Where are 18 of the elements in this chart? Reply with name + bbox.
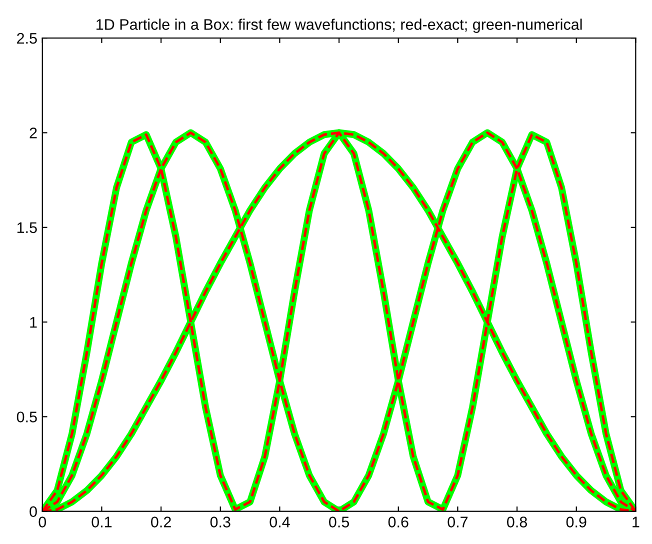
x-tick-label: 0.9: [566, 516, 586, 528]
y-tick-label: 2.5: [17, 32, 37, 44]
x-tick-label: 0.5: [329, 516, 350, 528]
x-tick-label: 0.1: [92, 516, 112, 528]
x-tick-label: 0: [38, 516, 46, 528]
chart-title: 1D Particle in a Box: first few wavefunctions; red-exact; green-numerical: [96, 18, 582, 33]
y-tick-label: 1.5: [17, 222, 37, 234]
y-tick-label: 0.5: [16, 412, 37, 422]
y-tick-label: 1: [30, 317, 37, 328]
x-tick-label: 0.7: [448, 516, 468, 528]
y-tick-label: 0: [30, 506, 37, 518]
x-tick-label: 0.6: [388, 516, 408, 528]
y-tick-label: 2: [30, 128, 37, 138]
x-tick-label: 0.8: [507, 516, 527, 528]
x-tick-label: 0.2: [151, 516, 171, 528]
x-tick-label: 0.4: [270, 516, 290, 528]
x-tick-label: 1: [632, 516, 640, 528]
x-tick-label: 0.3: [210, 516, 230, 528]
